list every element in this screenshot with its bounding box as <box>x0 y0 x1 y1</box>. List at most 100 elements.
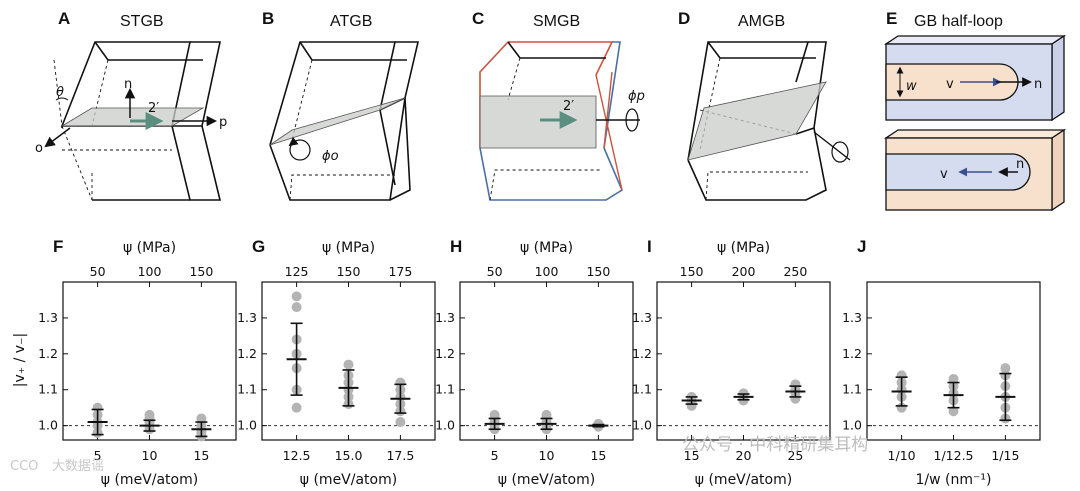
panel-g-plot: G 1.0 1.1 1.2 1.3 12.5 125 15.0 150 17.5 175 ψ (meV… <box>237 237 436 488</box>
x-tick-label: 15 <box>684 448 700 463</box>
data-point <box>1000 363 1011 374</box>
x2-axis-label: ψ (MPa) <box>717 240 770 256</box>
two-prime-label-a: 2′ <box>148 101 159 116</box>
data-point <box>948 406 959 417</box>
y-tick-label: 1.3 <box>237 310 257 325</box>
x2-axis-label: ψ (MPa) <box>322 240 375 256</box>
data-point <box>541 409 552 420</box>
x2-tick-label: 150 <box>189 264 213 279</box>
y-tick-label: 1.0 <box>435 418 455 433</box>
panel-f-plot: F 1.0 1.1 1.2 1.3 5 50 10 100 15 150 ψ (meV/atom) ψ … <box>38 237 237 488</box>
x-axis-label: ψ (meV/atom) <box>695 472 792 488</box>
x-tick-label: 1/12.5 <box>934 448 974 463</box>
x2-tick-label: 125 <box>285 264 309 279</box>
panel-c-title: SMGB <box>533 13 580 30</box>
data-point <box>395 417 406 428</box>
x2-tick-label: 250 <box>783 264 807 279</box>
x-axis-label: ψ (meV/atom) <box>300 472 397 488</box>
w-label: w <box>906 79 917 94</box>
data-point <box>196 413 207 424</box>
x-tick-label: 10 <box>539 448 555 463</box>
y-tick-label: 1.3 <box>38 310 58 325</box>
p-label: p <box>219 115 227 130</box>
y-tick-label: 1.2 <box>38 346 58 361</box>
y-tick-label: 1.2 <box>632 346 652 361</box>
panel-d-label: D <box>678 9 690 28</box>
n-label-e-bottom: n <box>1016 157 1024 172</box>
watermark-corner: 大数据谣 <box>52 459 104 474</box>
panel-g-label: G <box>252 237 265 256</box>
panel-b-schematic: B ATGB ϕo <box>262 9 420 201</box>
x-axis-label: ψ (meV/atom) <box>101 472 198 488</box>
x2-tick-label: 50 <box>90 264 106 279</box>
x-tick-label: 25 <box>787 448 803 463</box>
n-label-a: n <box>124 77 132 92</box>
panel-a-label: A <box>58 9 70 28</box>
y-tick-label: 1.2 <box>237 346 257 361</box>
data-point <box>291 302 302 313</box>
x2-tick-label: 100 <box>535 264 559 279</box>
watermark-corner-tag: CCO <box>10 459 38 474</box>
x-tick-label: 5 <box>491 448 499 463</box>
v-label-bottom: v <box>940 167 948 182</box>
panel-j-label: J <box>857 237 866 256</box>
x2-tick-label: 150 <box>586 264 610 279</box>
x-tick-label: 17.5 <box>386 448 414 463</box>
theta-label: θ <box>56 85 64 100</box>
panel-a-title: STGB <box>120 13 164 30</box>
x2-tick-label: 100 <box>138 264 162 279</box>
y-tick-label: 1.1 <box>435 382 455 397</box>
panel-a-schematic: A STGB θ n p o 2′ <box>35 9 227 201</box>
x2-tick-label: 150 <box>337 264 361 279</box>
x-tick-label: 15.0 <box>335 448 363 463</box>
panel-b-label: B <box>262 9 274 28</box>
plot-frame <box>656 281 831 441</box>
x2-tick-label: 175 <box>388 264 412 279</box>
plots-row: F 1.0 1.1 1.2 1.3 5 50 10 100 15 150 ψ (meV/atom) ψ … <box>38 237 1041 488</box>
panel-h-plot: H 1.0 1.1 1.2 1.3 5 50 10 100 15 150 ψ (meV/atom) ψ … <box>435 237 634 488</box>
x2-tick-label: 50 <box>487 264 503 279</box>
x-tick-label: 20 <box>736 448 752 463</box>
panel-i-plot: I 1.0 1.1 1.2 1.3 15 150 20 200 25 250 ψ (meV/atom)… <box>632 237 831 488</box>
data-point <box>489 409 500 420</box>
x-tick-label: 10 <box>142 448 158 463</box>
watermark-text: 公众号 · 中科精研集耳构 <box>682 435 868 455</box>
x-tick-label: 15 <box>590 448 606 463</box>
y-tick-label: 1.0 <box>38 418 58 433</box>
data-point <box>343 359 354 370</box>
panel-j-plot: J 1.0 1.1 1.2 1.3 1/10 1/12.5 1/15 1/w (nm⁻¹) <box>842 237 1041 488</box>
y-tick-label: 1.0 <box>237 418 257 433</box>
y-tick-label: 1.1 <box>38 382 58 397</box>
panel-c-schematic: C SMGB 2′ ϕp <box>472 9 645 201</box>
y-tick-label: 1.3 <box>435 310 455 325</box>
n-label-e-top: n <box>1034 77 1042 92</box>
data-point <box>291 402 302 413</box>
x2-axis-label: ψ (MPa) <box>123 240 176 256</box>
panel-e-title: GB half-loop <box>914 13 1003 30</box>
panel-c-label: C <box>472 9 484 28</box>
x-axis-label: 1/w (nm⁻¹) <box>916 472 992 488</box>
y-tick-label: 1.1 <box>842 382 862 397</box>
panel-f-label: F <box>53 237 63 256</box>
panel-d-title: AMGB <box>738 13 785 30</box>
panel-d-schematic: D AMGB <box>678 9 851 201</box>
y-axis-label: |v₊ / v₋| <box>12 333 28 387</box>
panel-i-label: I <box>647 237 652 256</box>
y-tick-label: 1.0 <box>632 418 652 433</box>
panel-e-label: E <box>886 9 897 28</box>
y-tick-label: 1.0 <box>842 418 862 433</box>
phi-o-label: ϕo <box>322 149 339 164</box>
two-prime-label-c: 2′ <box>563 99 574 114</box>
phi-p-label: ϕp <box>628 89 645 104</box>
panel-h-label: H <box>450 237 462 256</box>
x-tick-label: 12.5 <box>283 448 311 463</box>
x-axis-label: ψ (meV/atom) <box>498 472 595 488</box>
data-point <box>948 373 959 384</box>
plot-frame <box>866 281 1041 441</box>
x2-axis-label: ψ (MPa) <box>520 240 573 256</box>
y-tick-label: 1.2 <box>842 346 862 361</box>
panel-e-schematic: E GB half-loop w v n v n <box>883 9 1067 212</box>
y-tick-label: 1.1 <box>632 382 652 397</box>
x-tick-label: 15 <box>193 448 209 463</box>
panel-b-title: ATGB <box>330 13 372 30</box>
